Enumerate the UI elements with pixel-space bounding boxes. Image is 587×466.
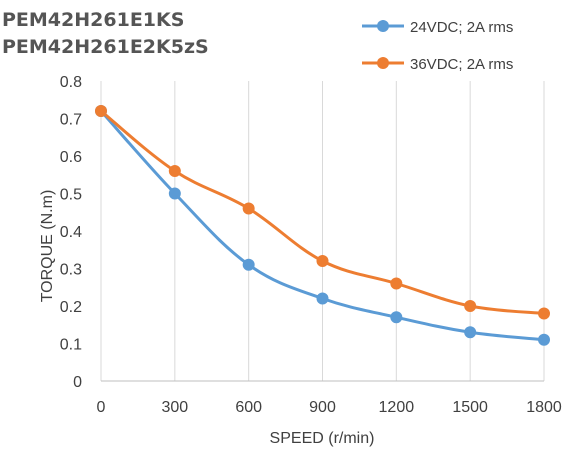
legend: 24VDC; 2A rms 36VDC; 2A rms <box>362 19 513 73</box>
series-1-point-6 <box>538 333 550 346</box>
y-tick-label-7: 0.7 <box>60 112 82 129</box>
legend-marker-1 <box>377 20 389 32</box>
legend-label-1: 24VDC; 2A rms <box>410 19 513 36</box>
legend-marker-2 <box>377 57 389 69</box>
axes: 0 300 600 900 1200 1500 1800 0 0.1 0.2 0.3 0.4 0.5 0.… <box>60 74 562 416</box>
series-2-point-1 <box>168 165 181 177</box>
x-tick-label-0: 0 <box>97 399 106 416</box>
y-axis-title: TORQUE (N.m) <box>39 190 56 303</box>
x-axis-title: SPEED (r/min) <box>270 430 375 447</box>
series-1-point-4 <box>390 311 403 324</box>
series-2-point-2 <box>242 202 255 215</box>
series-lines <box>95 105 550 346</box>
gridlines <box>100 81 545 381</box>
series-1-point-5 <box>464 326 477 339</box>
y-tick-label-5: 0.5 <box>60 187 82 204</box>
x-tick-label-3: 900 <box>309 399 336 416</box>
series-2-point-3 <box>316 255 329 267</box>
series-2-point-6 <box>538 307 550 320</box>
series-2-point-4 <box>390 277 403 290</box>
y-tick-label-0: 0 <box>73 374 82 391</box>
y-tick-label-1: 0.1 <box>60 337 82 354</box>
y-tick-label-3: 0.3 <box>60 262 82 279</box>
series-1-point-2 <box>242 258 255 271</box>
legend-label-2: 36VDC; 2A rms <box>410 56 513 73</box>
chart-title-line-1: PEM42H261E1KS <box>2 9 184 31</box>
x-tick-label-1: 300 <box>161 399 188 416</box>
x-tick-label-5: 1500 <box>452 399 488 416</box>
x-tick-label-4: 1200 <box>379 399 415 416</box>
y-tick-label-8: 0.8 <box>60 74 82 91</box>
series-2-point-0 <box>95 105 107 117</box>
series-1-point-1 <box>168 187 181 200</box>
x-tick-label-6: 1800 <box>526 399 562 416</box>
series-2-point-5 <box>464 300 477 312</box>
chart-title-line-2: PEM42H261E2K5zS <box>2 36 209 58</box>
series-1-point-3 <box>316 292 329 305</box>
y-tick-label-6: 0.6 <box>60 149 82 166</box>
y-tick-label-4: 0.4 <box>60 224 82 241</box>
x-tick-label-2: 600 <box>235 399 262 416</box>
y-tick-label-2: 0.2 <box>60 299 82 316</box>
